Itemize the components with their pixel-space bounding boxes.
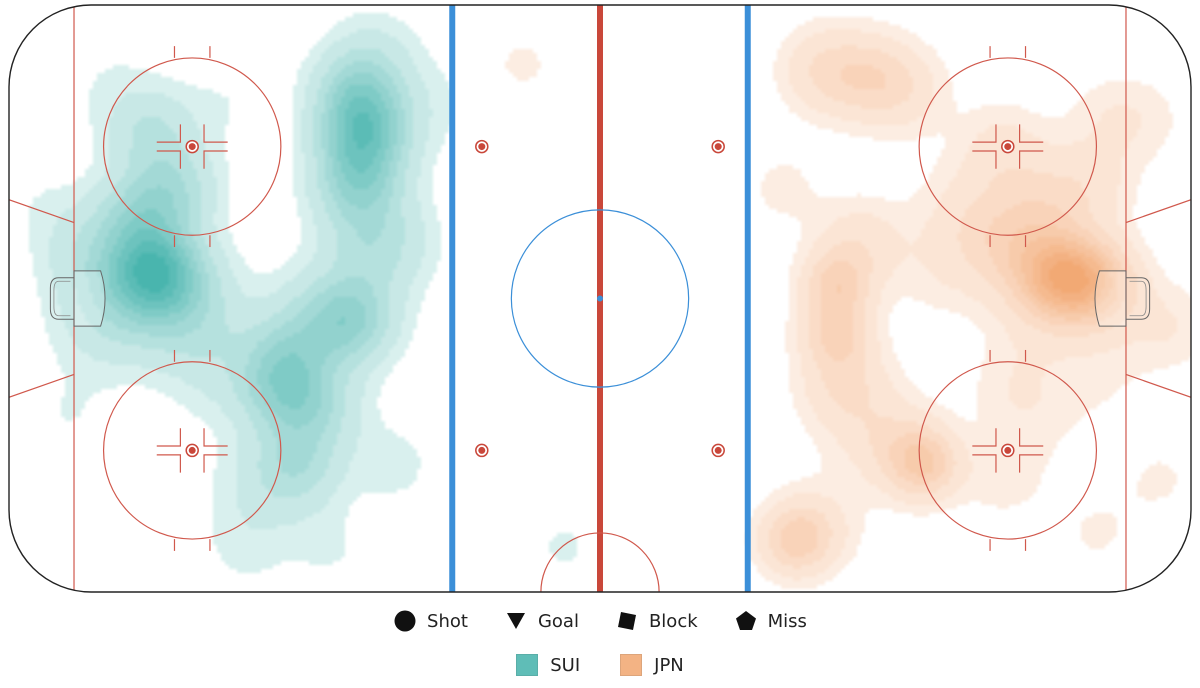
faceoff-circle (102, 361, 282, 540)
trapezoid-line (1125, 199, 1191, 224)
team-legend-label: JPN (654, 654, 684, 676)
legend-label: Miss (767, 610, 807, 632)
faceoff-l-mark (156, 150, 181, 169)
legend-item-goal: Goal (504, 609, 579, 633)
goal-net-left (49, 277, 75, 320)
goal-net-inner (1129, 280, 1147, 317)
pentagon-marker-icon (735, 611, 756, 630)
blue-line-left (449, 5, 456, 592)
goal-crease-left (73, 270, 106, 327)
team-color-swatch (620, 654, 643, 676)
team-legend-label: SUI (550, 654, 581, 676)
trapezoid-line (9, 373, 75, 398)
legend-label: Goal (537, 610, 579, 632)
faceoff-l-mark (972, 454, 997, 473)
triangle-down-marker-icon (506, 613, 525, 629)
rink-markings (9, 5, 1191, 592)
faceoff-dot-fill (188, 143, 196, 151)
legend-item-shot: Shot (393, 609, 468, 633)
faceoff-l-mark (972, 150, 997, 169)
faceoff-l-mark (972, 124, 997, 143)
square-marker-icon (617, 612, 636, 630)
faceoff-l-mark (156, 124, 181, 143)
legend-item-miss: Miss (734, 609, 807, 633)
neutral-faceoff-dot-fill (478, 143, 486, 151)
faceoff-l-mark (203, 454, 228, 473)
team-legend: SUI JPN (0, 648, 1200, 682)
faceoff-l-mark (1019, 428, 1044, 447)
center-faceoff-dot (597, 295, 603, 302)
faceoff-l-mark (203, 150, 228, 169)
circle-marker-icon (394, 610, 416, 632)
rink-chart (8, 4, 1192, 593)
legend-item-block: Block (615, 609, 698, 633)
faceoff-circle (918, 361, 1098, 540)
center-circle (510, 209, 690, 388)
rink-boards (8, 4, 1192, 593)
faceoff-dot-fill (1004, 143, 1012, 151)
faceoff-l-mark (1019, 150, 1044, 169)
goal-net-right (1125, 277, 1151, 320)
marker-legend: Shot Goal Block Miss (0, 604, 1200, 638)
faceoff-dot-fill (188, 446, 196, 454)
faceoff-dot-fill (1004, 446, 1012, 454)
rink-svg (8, 4, 1192, 593)
legend-label: Shot (427, 610, 468, 632)
legend-label: Block (648, 610, 698, 632)
faceoff-circle (102, 57, 282, 236)
trapezoid-line (1125, 373, 1191, 398)
referee-crease (540, 532, 660, 592)
team-color-swatch (516, 654, 539, 676)
faceoff-l-mark (203, 124, 228, 143)
faceoff-l-mark (156, 428, 181, 447)
team-legend-item-sui: SUI (516, 654, 580, 676)
faceoff-l-mark (156, 454, 181, 473)
faceoff-l-mark (1019, 124, 1044, 143)
faceoff-l-mark (203, 428, 228, 447)
faceoff-l-mark (1019, 454, 1044, 473)
team-legend-item-jpn: JPN (620, 654, 684, 676)
goal-net-inner (53, 280, 71, 317)
neutral-faceoff-dot-fill (478, 446, 486, 454)
goal-crease-right (1094, 270, 1127, 327)
blue-line-right (744, 5, 751, 592)
neutral-faceoff-dot-fill (714, 143, 722, 151)
neutral-faceoff-dot-fill (714, 446, 722, 454)
trapezoid-line (9, 199, 75, 224)
faceoff-l-mark (972, 428, 997, 447)
faceoff-circle (918, 57, 1098, 236)
